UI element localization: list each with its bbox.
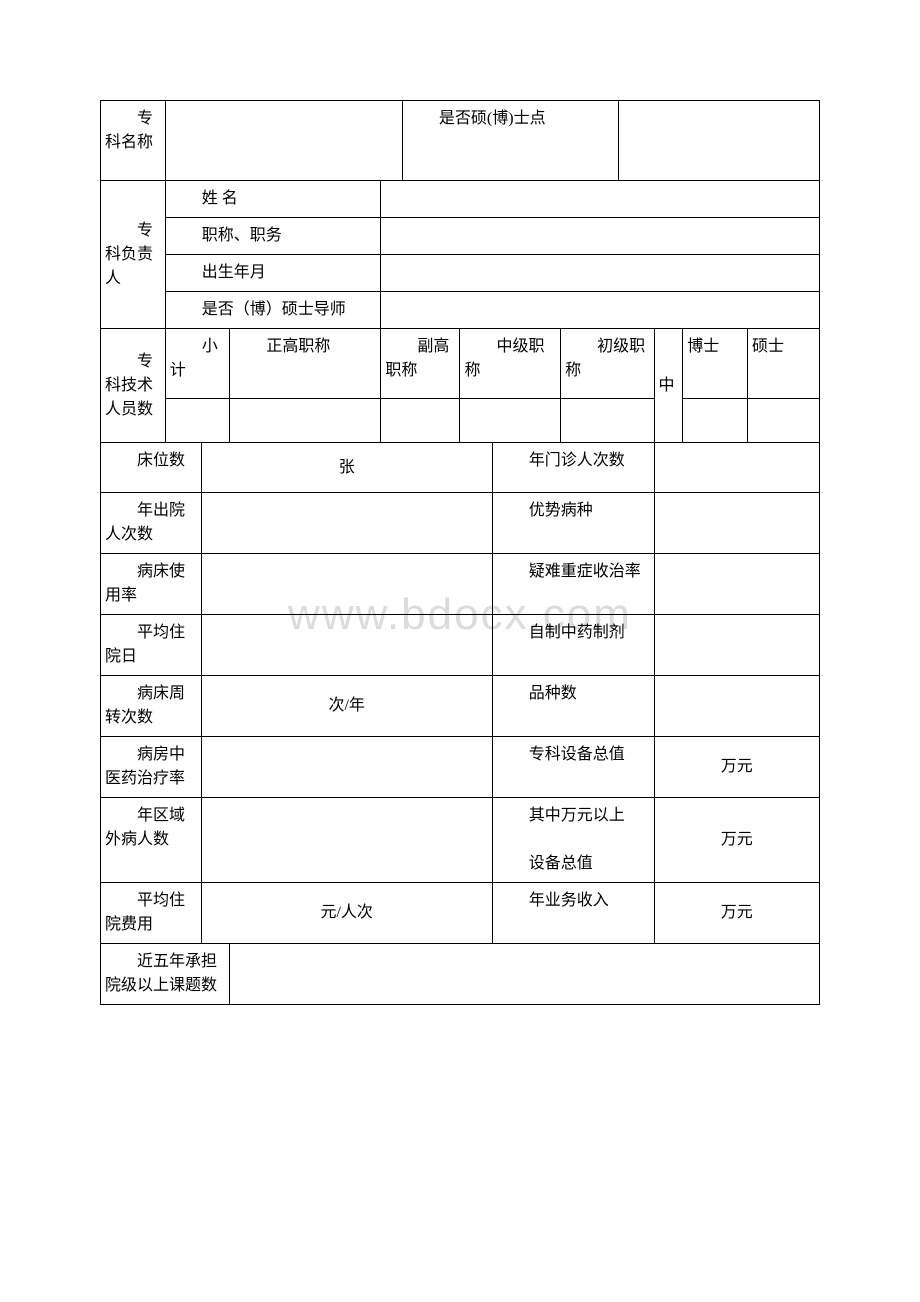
field-self-med[interactable] bbox=[654, 615, 819, 676]
field-difficult[interactable] bbox=[654, 554, 819, 615]
field-advantage[interactable] bbox=[654, 493, 819, 554]
row-tech-header: 专科技术人员数 小计 正高职称 副高职称 中级职称 初级职称 中 博士 硕士 bbox=[101, 329, 820, 399]
row-regional: 年区域外病人数 其中万元以上 设备总值 万元 bbox=[101, 798, 820, 883]
label-dept-name: 专科名称 bbox=[105, 107, 161, 155]
row-avg-fee: 平均住院费用 元/人次 年业务收入 万元 bbox=[101, 883, 820, 944]
label-discharge: 年出院人次数 bbox=[105, 499, 197, 547]
label-projects: 近五年承担院级以上课题数 bbox=[105, 950, 225, 998]
row-leader-birth: 出生年月 bbox=[101, 255, 820, 292]
row-tcm-rate: 病房中医药治疗率 专科设备总值 万元 bbox=[101, 737, 820, 798]
label-over-wan-2: 设备总值 bbox=[497, 852, 650, 876]
label-equip-total: 专科设备总值 bbox=[497, 743, 650, 767]
label-regional: 年区域外病人数 bbox=[105, 804, 197, 852]
label-leader: 专科负责人 bbox=[105, 219, 161, 291]
field-phd[interactable] bbox=[683, 399, 748, 443]
field-senior[interactable] bbox=[230, 399, 381, 443]
row-leader-supervisor: 是否（博）硕士导师 bbox=[101, 292, 820, 329]
row-beds: 床位数 张 年门诊人次数 bbox=[101, 443, 820, 493]
field-master[interactable] bbox=[747, 399, 819, 443]
label-turnover: 病床周转次数 bbox=[105, 682, 197, 730]
field-leader-birth[interactable] bbox=[381, 255, 820, 292]
field-degree-point[interactable] bbox=[618, 101, 819, 181]
field-mid[interactable] bbox=[460, 399, 561, 443]
label-title: 职称、职务 bbox=[170, 224, 377, 248]
label-advantage: 优势病种 bbox=[497, 499, 650, 523]
row-tech-values bbox=[101, 399, 820, 443]
row-discharge: 年出院人次数 优势病种 bbox=[101, 493, 820, 554]
label-junior: 初级职称 bbox=[565, 335, 649, 383]
label-degree-point: 是否硕(博)士点 bbox=[407, 107, 614, 131]
label-beds: 床位数 bbox=[105, 449, 197, 473]
row-projects: 近五年承担院级以上课题数 bbox=[101, 944, 820, 1005]
label-tcm-rate: 病房中医药治疗率 bbox=[105, 743, 197, 791]
row-leader-name: 专科负责人 姓 名 bbox=[101, 181, 820, 218]
field-dept-name[interactable] bbox=[165, 101, 402, 181]
field-leader-name[interactable] bbox=[381, 181, 820, 218]
label-avg-fee: 平均住院费用 bbox=[105, 889, 197, 937]
field-outpatient[interactable] bbox=[654, 443, 819, 493]
row-leader-title: 职称、职务 bbox=[101, 218, 820, 255]
label-income: 年业务收入 bbox=[497, 889, 650, 913]
label-senior: 正高职称 bbox=[234, 335, 376, 359]
field-regional[interactable] bbox=[201, 798, 492, 883]
label-bed-use: 病床使用率 bbox=[105, 560, 197, 608]
field-deputy[interactable] bbox=[381, 399, 460, 443]
label-master: 硕士 bbox=[752, 338, 784, 355]
form-table-container: 专科名称 是否硕(博)士点 专科负责人 姓 名 职称、职务 出生年月 是否（博）… bbox=[100, 100, 820, 1005]
label-mid: 中级职称 bbox=[464, 335, 556, 383]
field-turnover[interactable]: 次/年 bbox=[201, 676, 492, 737]
field-bed-use[interactable] bbox=[201, 554, 492, 615]
label-among: 中 bbox=[659, 377, 675, 394]
field-leader-title[interactable] bbox=[381, 218, 820, 255]
label-self-med: 自制中药制剂 bbox=[497, 621, 650, 645]
row-bed-use: 病床使用率 疑难重症收治率 bbox=[101, 554, 820, 615]
field-leader-supervisor[interactable] bbox=[381, 292, 820, 329]
field-discharge[interactable] bbox=[201, 493, 492, 554]
label-over-wan-1: 其中万元以上 bbox=[497, 804, 650, 828]
field-avg-stay[interactable] bbox=[201, 615, 492, 676]
field-income[interactable]: 万元 bbox=[654, 883, 819, 944]
label-difficult: 疑难重症收治率 bbox=[497, 560, 650, 584]
label-varieties: 品种数 bbox=[497, 682, 650, 706]
label-subtotal: 小计 bbox=[170, 335, 226, 383]
field-tcm-rate[interactable] bbox=[201, 737, 492, 798]
label-phd: 博士 bbox=[687, 338, 719, 355]
field-projects[interactable] bbox=[230, 944, 820, 1005]
main-form-table: 专科名称 是否硕(博)士点 专科负责人 姓 名 职称、职务 出生年月 是否（博）… bbox=[100, 100, 820, 1005]
label-deputy: 副高职称 bbox=[385, 335, 455, 383]
field-subtotal[interactable] bbox=[165, 399, 230, 443]
label-name: 姓 名 bbox=[170, 187, 377, 211]
row-avg-stay: 平均住院日 自制中药制剂 bbox=[101, 615, 820, 676]
label-birth: 出生年月 bbox=[170, 261, 377, 285]
field-beds[interactable]: 张 bbox=[201, 443, 492, 493]
field-equip-total[interactable]: 万元 bbox=[654, 737, 819, 798]
field-junior[interactable] bbox=[561, 399, 654, 443]
row-turnover: 病床周转次数 次/年 品种数 bbox=[101, 676, 820, 737]
field-over-wan[interactable]: 万元 bbox=[654, 798, 819, 883]
label-supervisor: 是否（博）硕士导师 bbox=[170, 298, 377, 322]
label-avg-stay: 平均住院日 bbox=[105, 621, 197, 669]
field-avg-fee[interactable]: 元/人次 bbox=[201, 883, 492, 944]
field-varieties[interactable] bbox=[654, 676, 819, 737]
row-dept-name: 专科名称 是否硕(博)士点 bbox=[101, 101, 820, 181]
label-tech: 专科技术人员数 bbox=[105, 350, 161, 422]
label-outpatient: 年门诊人次数 bbox=[497, 449, 650, 473]
